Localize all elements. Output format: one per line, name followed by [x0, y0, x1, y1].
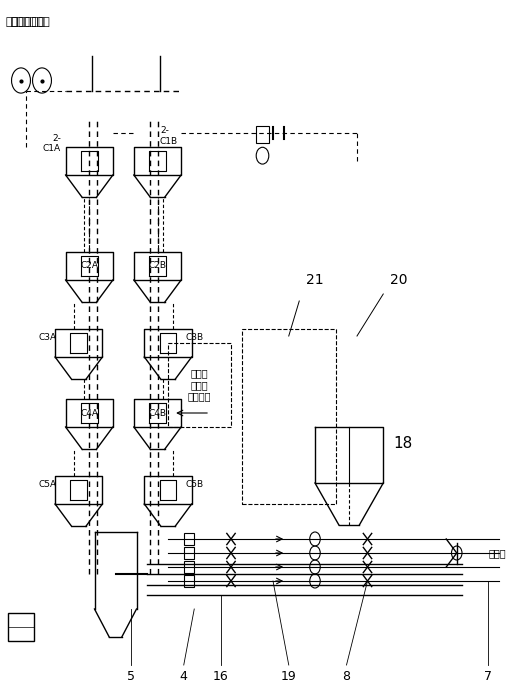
Text: C5A: C5A	[38, 480, 56, 489]
Text: C5B: C5B	[186, 480, 204, 489]
Text: 生料库的生料: 生料库的生料	[10, 18, 50, 27]
Text: 16: 16	[213, 669, 228, 682]
Text: C3B: C3B	[186, 333, 204, 342]
Text: 4: 4	[180, 669, 188, 682]
Text: 去原料
粉磨及
废料处理: 去原料 粉磨及 废料处理	[188, 368, 211, 402]
Text: 19: 19	[281, 669, 297, 682]
Text: 18: 18	[394, 436, 413, 452]
Bar	[184, 561, 194, 573]
Text: 来自煤: 来自煤	[488, 548, 506, 558]
Bar	[256, 126, 269, 143]
Text: C4B: C4B	[149, 409, 166, 417]
Text: C2B: C2B	[149, 262, 166, 270]
Text: 21: 21	[306, 273, 324, 287]
Text: C4A: C4A	[80, 409, 98, 417]
Text: 8: 8	[342, 669, 351, 682]
Text: 7: 7	[484, 669, 492, 682]
Text: C3A: C3A	[38, 333, 56, 342]
Text: C2A: C2A	[80, 262, 98, 270]
Text: 20: 20	[390, 273, 408, 287]
Bar	[184, 533, 194, 545]
Bar	[8, 612, 34, 640]
Text: 生料库的生料: 生料库的生料	[5, 18, 45, 27]
Text: 5: 5	[127, 669, 135, 682]
Text: 2-
C1A: 2- C1A	[43, 134, 61, 153]
Bar	[184, 547, 194, 559]
Text: 2-
C1B: 2- C1B	[160, 126, 178, 146]
Bar	[184, 575, 194, 587]
